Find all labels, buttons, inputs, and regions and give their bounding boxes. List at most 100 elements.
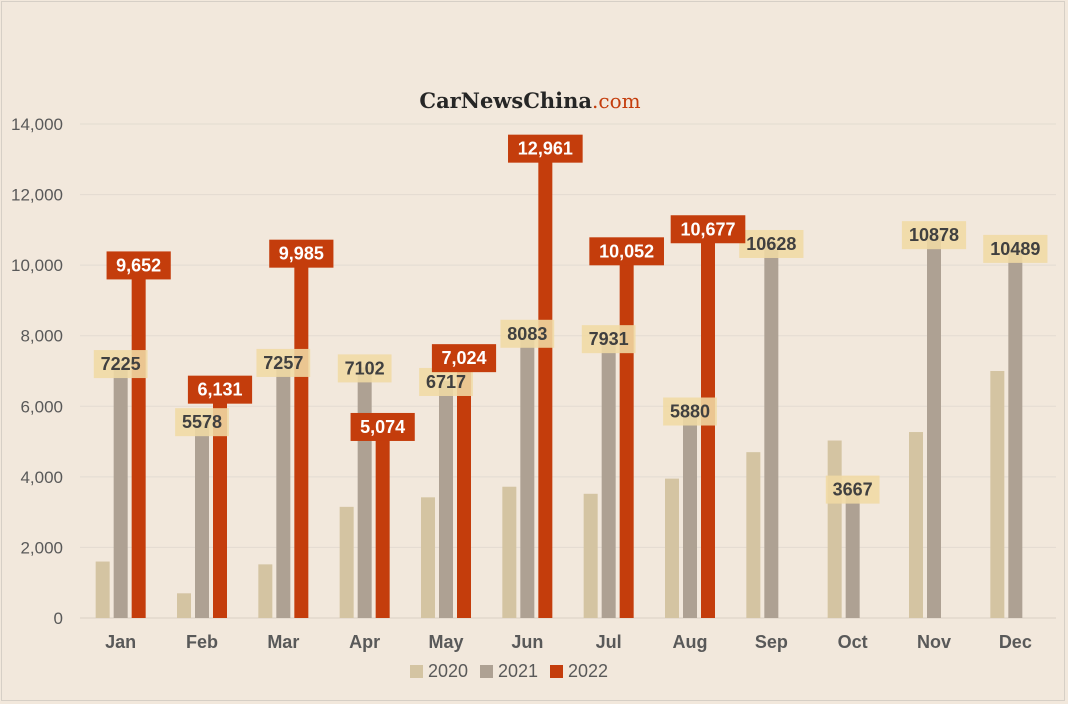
y-tick-label: 10,000 bbox=[11, 256, 63, 275]
y-tick-label: 0 bbox=[54, 609, 63, 628]
x-tick-label: Sep bbox=[755, 632, 788, 652]
bar-2022-mar bbox=[294, 265, 309, 618]
data-label-2022: 10,052 bbox=[599, 241, 654, 261]
data-label-bg-2021 bbox=[175, 408, 229, 437]
y-tick-label: 8,000 bbox=[20, 327, 63, 346]
bar-2021-dec bbox=[1008, 247, 1023, 619]
data-label-bg-2021 bbox=[93, 350, 148, 379]
data-label-2022: 7,024 bbox=[441, 348, 486, 368]
data-label-2021: 5578 bbox=[182, 412, 222, 432]
data-label-2022: 6,131 bbox=[197, 380, 242, 400]
x-tick-label: Jun bbox=[511, 632, 543, 652]
legend: 2020 2021 2022 bbox=[410, 661, 608, 681]
bar-2020-may bbox=[421, 497, 435, 618]
data-label-2022: 9,652 bbox=[116, 255, 161, 275]
data-label-2021: 7225 bbox=[101, 354, 141, 374]
x-tick-label: Dec bbox=[999, 632, 1032, 652]
y-tick-label: 6,000 bbox=[20, 397, 63, 416]
data-label-bg-2022 bbox=[589, 237, 664, 266]
bar-2022-aug bbox=[701, 241, 715, 618]
data-label-bg-2021 bbox=[663, 397, 717, 426]
data-labels: 7225 5578 7257 7102 6717 8083 7931 5880 10628 366… bbox=[93, 134, 1048, 504]
legend-swatch-2022 bbox=[550, 665, 563, 678]
bar-2022-jun bbox=[538, 160, 553, 618]
data-label-bg-2021 bbox=[581, 325, 636, 354]
data-label-2021: 10628 bbox=[746, 234, 796, 254]
x-tick-label: Nov bbox=[917, 632, 951, 652]
bar-2021-jan bbox=[113, 363, 128, 618]
data-label-2022: 12,961 bbox=[518, 139, 573, 159]
bar-2021-sep bbox=[764, 242, 779, 618]
bar-2022-may bbox=[457, 370, 471, 618]
bar-2021-aug bbox=[683, 410, 697, 618]
brand-name: CarNewsChina bbox=[419, 88, 592, 113]
bar-2020-aug bbox=[665, 478, 679, 618]
x-tick-label: Aug bbox=[673, 632, 708, 652]
bar-2020-oct bbox=[827, 440, 842, 618]
data-label-bg-2021 bbox=[337, 354, 392, 383]
data-label-bg-2022 bbox=[431, 344, 497, 373]
x-tick-label: Apr bbox=[349, 632, 380, 652]
legend-swatch-2021 bbox=[480, 665, 493, 678]
data-label-2022: 9,985 bbox=[279, 244, 324, 264]
data-label-bg-2021 bbox=[419, 367, 473, 396]
legend-label-2022: 2022 bbox=[568, 661, 608, 681]
data-label-2021: 10489 bbox=[990, 239, 1040, 259]
x-axis-ticks: Jan Feb Mar Apr May Jun Jul Aug Sep Oct Nov Dec bbox=[105, 632, 1032, 652]
bar-2021-apr bbox=[357, 367, 372, 618]
bar-2021-feb bbox=[195, 421, 209, 618]
legend-label-2020: 2020 bbox=[428, 661, 468, 681]
y-tick-label: 4,000 bbox=[20, 468, 63, 487]
data-label-2021: 6717 bbox=[426, 372, 466, 392]
data-label-bg-2022 bbox=[106, 251, 171, 280]
data-label-2021: 7102 bbox=[345, 358, 385, 378]
data-label-bg-2022 bbox=[350, 412, 415, 441]
bar-2021-jul bbox=[601, 338, 616, 618]
x-tick-label: May bbox=[428, 632, 463, 652]
bar-2021-jun bbox=[520, 332, 535, 618]
bar-2020-feb bbox=[177, 593, 191, 618]
legend-label-2021: 2021 bbox=[498, 661, 538, 681]
bar-2021-may bbox=[439, 380, 453, 618]
bar-2020-jul bbox=[583, 493, 598, 618]
bar-2021-nov bbox=[927, 234, 941, 619]
data-label-2022: 5,074 bbox=[360, 417, 405, 437]
data-label-2021: 8083 bbox=[507, 324, 547, 344]
bar-2021-oct bbox=[845, 488, 860, 618]
data-label-bg-2022 bbox=[670, 215, 746, 244]
data-label-bg-2022 bbox=[269, 239, 334, 268]
bar-2021-mar bbox=[276, 361, 291, 618]
x-tick-label: Feb bbox=[186, 632, 218, 652]
y-tick-label: 14,000 bbox=[11, 115, 63, 134]
bar-2022-jul bbox=[619, 263, 634, 618]
y-axis-ticks: 0 2,000 4,000 6,000 8,000 10,000 12,000 14,000 bbox=[11, 115, 63, 628]
x-tick-label: Jul bbox=[596, 632, 622, 652]
bar-2020-jan bbox=[95, 561, 110, 618]
data-label-bg-2021 bbox=[901, 221, 967, 250]
data-label-2021: 3667 bbox=[833, 480, 873, 500]
data-label-2022: 10,677 bbox=[680, 219, 735, 239]
x-tick-label: Mar bbox=[267, 632, 299, 652]
data-label-2021: 7931 bbox=[589, 329, 629, 349]
grid-lines bbox=[80, 123, 1056, 619]
bar-2022-apr bbox=[375, 438, 390, 618]
data-label-bg-2021 bbox=[739, 229, 804, 258]
x-tick-label: Oct bbox=[838, 632, 868, 652]
bar-2020-jun bbox=[502, 486, 517, 618]
bar-2020-sep bbox=[746, 452, 761, 618]
data-label-bg-2021 bbox=[256, 348, 311, 377]
brand-logo: CarNewsChina.com bbox=[419, 88, 640, 113]
brand-suffix: .com bbox=[592, 89, 641, 113]
bar-2020-mar bbox=[258, 564, 273, 618]
data-label-2021: 10878 bbox=[909, 225, 959, 245]
bar-2022-feb bbox=[213, 401, 227, 618]
bar-2022-jan bbox=[131, 277, 146, 618]
data-label-bg-2021 bbox=[825, 475, 880, 504]
data-label-2021: 5880 bbox=[670, 402, 710, 422]
y-tick-label: 2,000 bbox=[20, 538, 63, 557]
bar-2020-nov bbox=[909, 432, 923, 618]
data-label-bg-2022 bbox=[508, 134, 583, 163]
legend-swatch-2020 bbox=[410, 665, 423, 678]
